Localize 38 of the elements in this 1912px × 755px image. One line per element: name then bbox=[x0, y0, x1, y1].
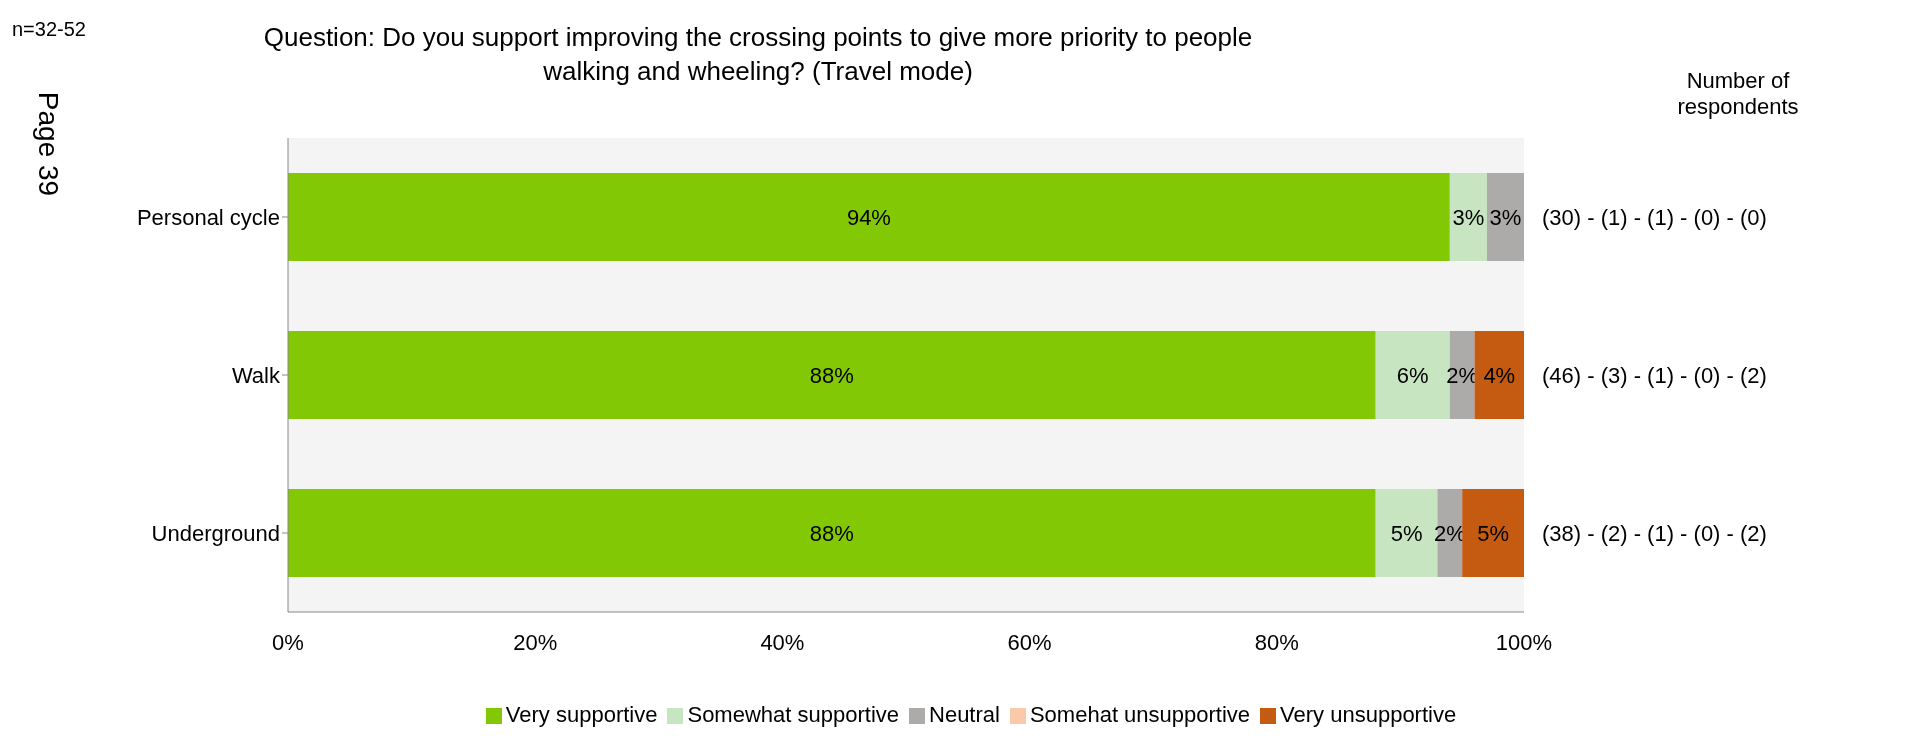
bar bbox=[288, 173, 1450, 261]
bar bbox=[288, 331, 1376, 419]
x-tick-label: 20% bbox=[513, 629, 558, 655]
bar bbox=[1449, 331, 1475, 419]
legend-label: Somehat unsupportive bbox=[1029, 702, 1251, 727]
x-tick-label: 40% bbox=[760, 629, 805, 655]
bar bbox=[1449, 173, 1487, 261]
legend-label: Somewhat supportive bbox=[687, 702, 900, 727]
data-label: 88% bbox=[809, 520, 854, 546]
x-tick-label: 100% bbox=[1495, 629, 1553, 655]
legend-label: Very unsupportive bbox=[1280, 702, 1457, 727]
data-label: 5% bbox=[1390, 520, 1423, 546]
text: (38) - (2) - (1) - (0) - (2) bbox=[1542, 520, 1767, 546]
y-tick-label: Underground bbox=[151, 520, 280, 546]
text: Number of respondents bbox=[1676, 68, 1800, 120]
x-tick-label: 80% bbox=[1254, 629, 1299, 655]
data-label: 4% bbox=[1483, 362, 1516, 388]
y-tick-label: Walk bbox=[231, 362, 281, 388]
data-label: 3% bbox=[1452, 204, 1485, 230]
legend-label: Very supportive bbox=[505, 702, 658, 727]
data-label: 6% bbox=[1396, 362, 1429, 388]
data-label: 88% bbox=[809, 362, 854, 388]
y-tick-label: Personal cycle bbox=[136, 204, 280, 230]
text: (46) - (3) - (1) - (0) - (2) bbox=[1542, 362, 1767, 388]
bar bbox=[1462, 489, 1524, 577]
chart-title: Question: Do you support improving the crossing points to give more priority to people walking and wheeling? (Travel mode) bbox=[262, 21, 1254, 88]
text: (30) - (1) - (1) - (0) - (0) bbox=[1542, 204, 1767, 230]
bar bbox=[1474, 331, 1524, 419]
data-label: 94% bbox=[846, 204, 891, 230]
legend-label: Neutral bbox=[929, 702, 1000, 727]
text: Page 39 bbox=[32, 91, 65, 197]
x-tick-label: 0% bbox=[272, 629, 304, 655]
bar bbox=[288, 489, 1376, 577]
text: n=32-52 bbox=[12, 18, 86, 41]
data-label: 3% bbox=[1489, 204, 1522, 230]
bar bbox=[1486, 173, 1524, 261]
data-label: 5% bbox=[1477, 520, 1509, 546]
x-tick-label: 60% bbox=[1007, 629, 1052, 655]
